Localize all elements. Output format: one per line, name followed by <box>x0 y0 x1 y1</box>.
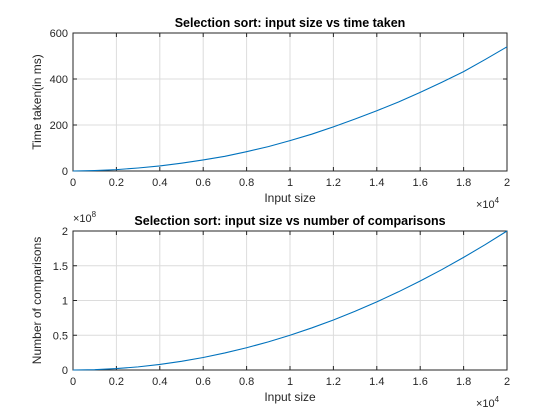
x-axis-label: Input size <box>264 191 316 205</box>
x-tick-label: 1 <box>287 177 293 189</box>
y-tick-label: 1 <box>62 296 68 308</box>
x-tick-label: 0.6 <box>196 177 211 189</box>
y-tick-label: 400 <box>50 74 68 86</box>
x-tick-label: 2 <box>504 376 510 388</box>
x-tick-label: 1.4 <box>369 376 384 388</box>
x-exponent-label: ×104 <box>476 196 500 211</box>
x-tick-label: 0.4 <box>152 376 167 388</box>
axes-box <box>72 230 508 371</box>
x-tick-label: 0 <box>70 376 76 388</box>
x-tick-label: 0.2 <box>109 376 124 388</box>
x-tick-label: 1.6 <box>413 177 428 189</box>
chart-title: Selection sort: input size vs time taken <box>175 16 406 30</box>
x-tick-label: 1 <box>287 376 293 388</box>
axes-box <box>72 32 508 172</box>
series-line <box>72 230 508 371</box>
series-line <box>72 46 508 172</box>
x-tick-label: 0.8 <box>239 376 254 388</box>
y-tick-label: 0.5 <box>53 330 68 342</box>
y-tick-label: 0 <box>62 166 68 178</box>
x-tick-label: 0.6 <box>196 376 211 388</box>
subplot-comparisons: 0 0.2 0.4 0.6 0.8 1 1.2 1.4 1.6 1.8 2 0 0.5 1 1.5 2 Sele… <box>30 210 510 410</box>
x-tick-label: 1.2 <box>326 376 341 388</box>
x-tick-label: 1.6 <box>413 376 428 388</box>
x-axis-label: Input size <box>264 390 316 404</box>
chart-title: Selection sort: input size vs number of … <box>134 214 445 228</box>
x-tick-label: 0.4 <box>152 177 167 189</box>
x-exponent-label: ×104 <box>476 395 500 410</box>
y-tick-label: 200 <box>50 120 68 132</box>
x-tick-label: 1.4 <box>369 177 384 189</box>
y-tick-label: 2 <box>62 226 68 238</box>
y-tick-label: 600 <box>50 28 68 40</box>
y-axis-label: Number of comparisons <box>30 237 44 364</box>
y-tick-label: 1.5 <box>53 261 68 273</box>
subplot-time-taken: 0 0.2 0.4 0.6 0.8 1 1.2 1.4 1.6 1.8 2 0 200 400 600 Sel… <box>30 16 510 211</box>
x-tick-label: 1.8 <box>456 177 471 189</box>
y-tick-label: 0 <box>62 365 68 377</box>
x-tick-label: 1.8 <box>456 376 471 388</box>
x-tick-label: 0 <box>70 177 76 189</box>
x-tick-label: 2 <box>504 177 510 189</box>
x-tick-label: 1.2 <box>326 177 341 189</box>
x-tick-label: 0.8 <box>239 177 254 189</box>
y-exponent-label: ×108 <box>73 210 97 225</box>
x-tick-label: 0.2 <box>109 177 124 189</box>
y-axis-label: Time taken(in ms) <box>30 54 44 150</box>
